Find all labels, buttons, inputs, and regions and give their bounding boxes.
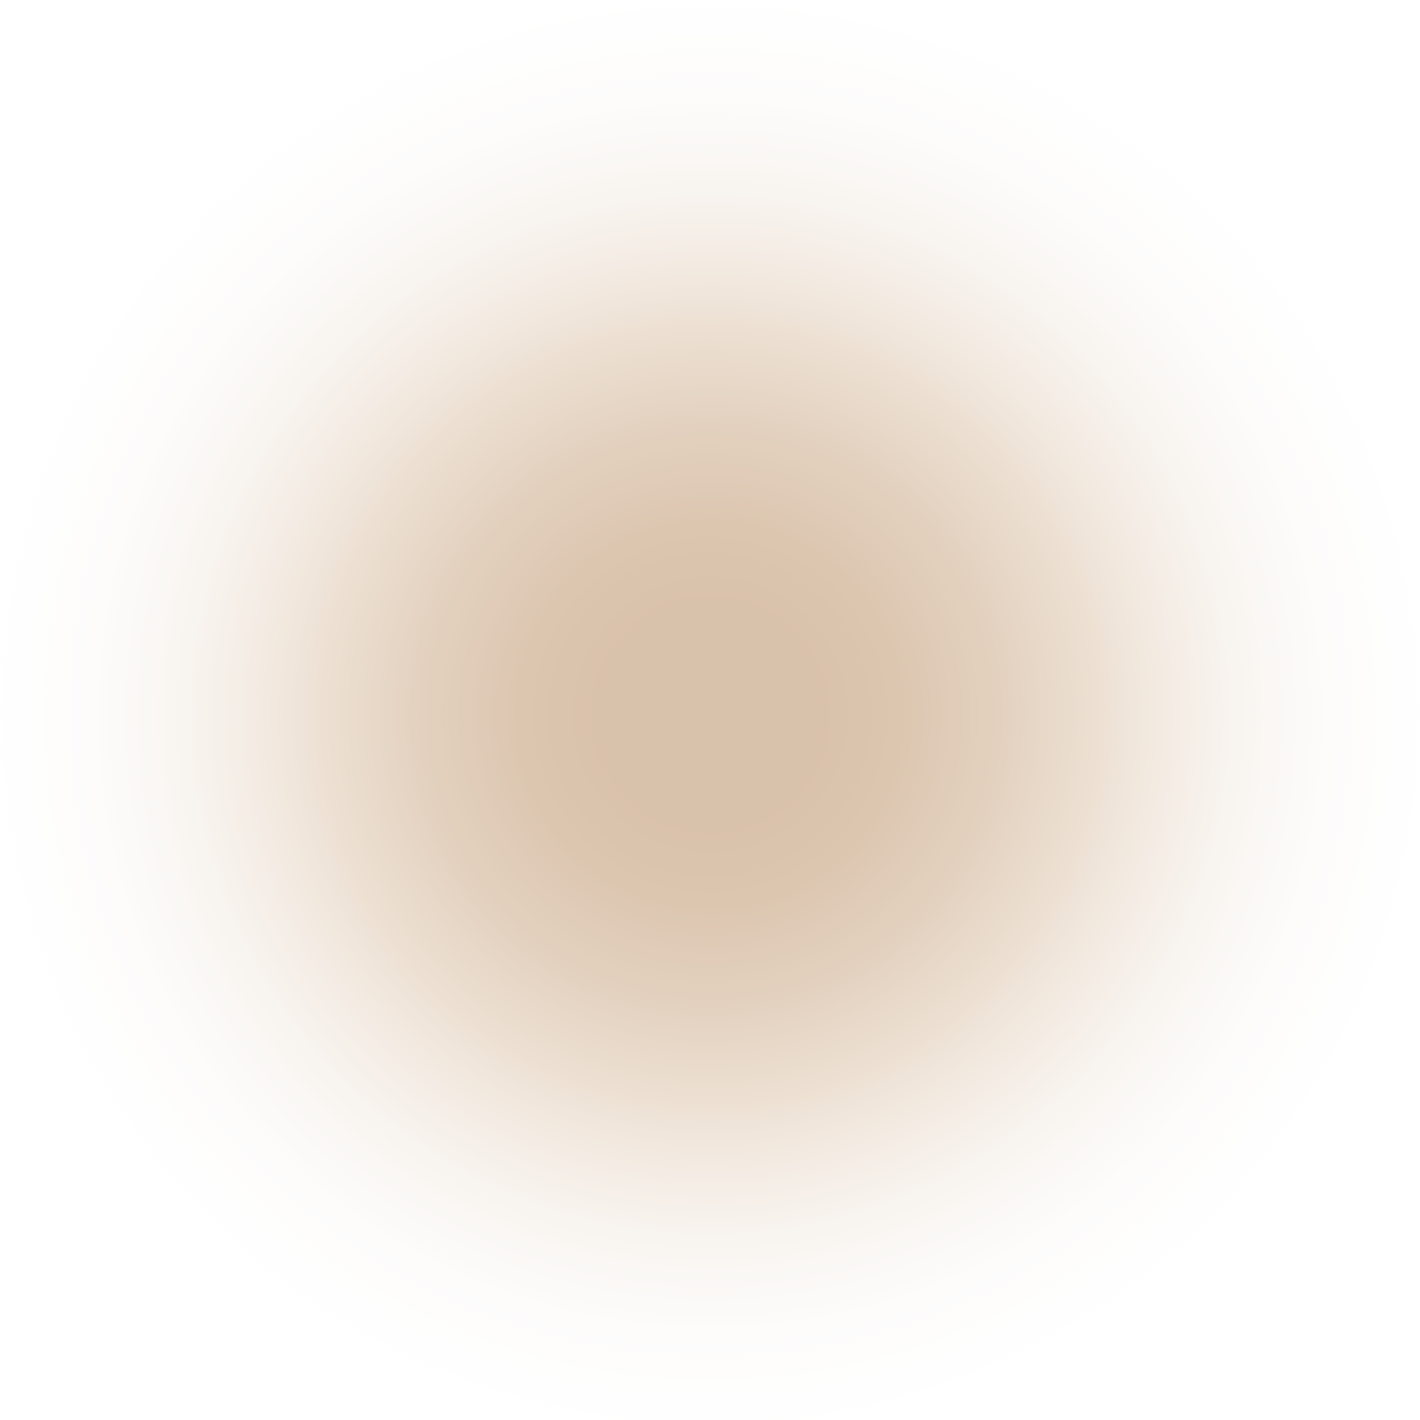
radial-gradient-glow	[0, 0, 1420, 1420]
